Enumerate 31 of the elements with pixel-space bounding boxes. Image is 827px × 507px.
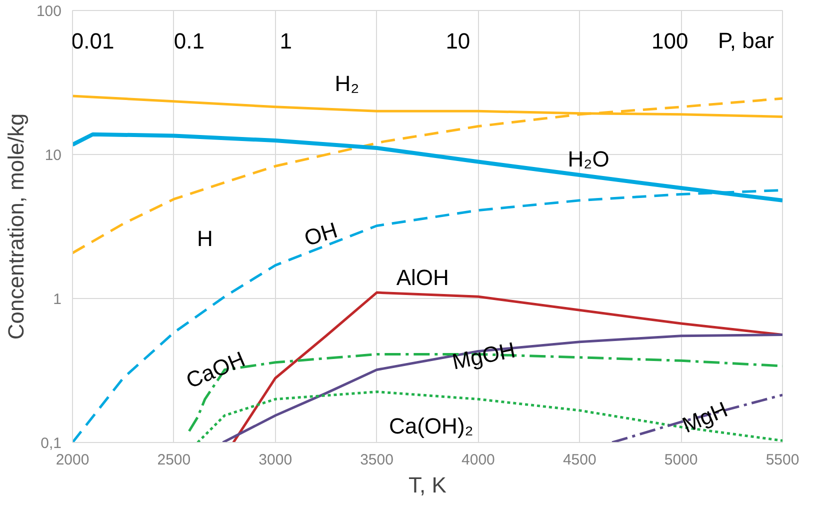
x-tick-label: 2500 <box>157 452 191 468</box>
annotation: 1 <box>280 28 292 54</box>
y-tick-label: 10 <box>44 147 62 164</box>
text: CaOH <box>182 346 249 394</box>
annotation: P, bar <box>718 28 774 53</box>
y-tick-label: 0,1 <box>40 435 62 452</box>
line-series <box>196 390 782 442</box>
text: MgH <box>678 396 732 438</box>
x-tick-label: 4000 <box>462 452 495 468</box>
x-tick-label: 3000 <box>258 452 292 468</box>
text: MgOH <box>450 337 518 374</box>
y-tick-label: 1 <box>53 291 62 308</box>
annotation: 100 <box>652 28 688 54</box>
x-tick-label: 2000 <box>56 452 90 468</box>
line-series <box>72 97 782 254</box>
series-label: Ca(OH)₂ <box>388 414 474 439</box>
annotation: 0.1 <box>174 28 204 54</box>
y-axis-title: Concentration, mole/kg <box>3 113 28 340</box>
series-label: H₂O <box>568 146 610 172</box>
x-axis-title: T, K <box>408 472 447 498</box>
series-label: H <box>197 226 213 252</box>
x-tick-label: 5500 <box>766 452 800 468</box>
x-tick-label: 4500 <box>562 452 596 468</box>
annotation: 10 <box>446 28 470 54</box>
series-label: AlOH <box>396 264 449 290</box>
x-tick-label: 5000 <box>664 452 698 468</box>
annotation: 0.01 <box>71 28 114 54</box>
x-tick-label: 3500 <box>360 452 394 468</box>
text: OH <box>301 217 340 251</box>
series-label: H₂ <box>334 71 360 96</box>
y-tick-label: 100 <box>36 3 62 20</box>
